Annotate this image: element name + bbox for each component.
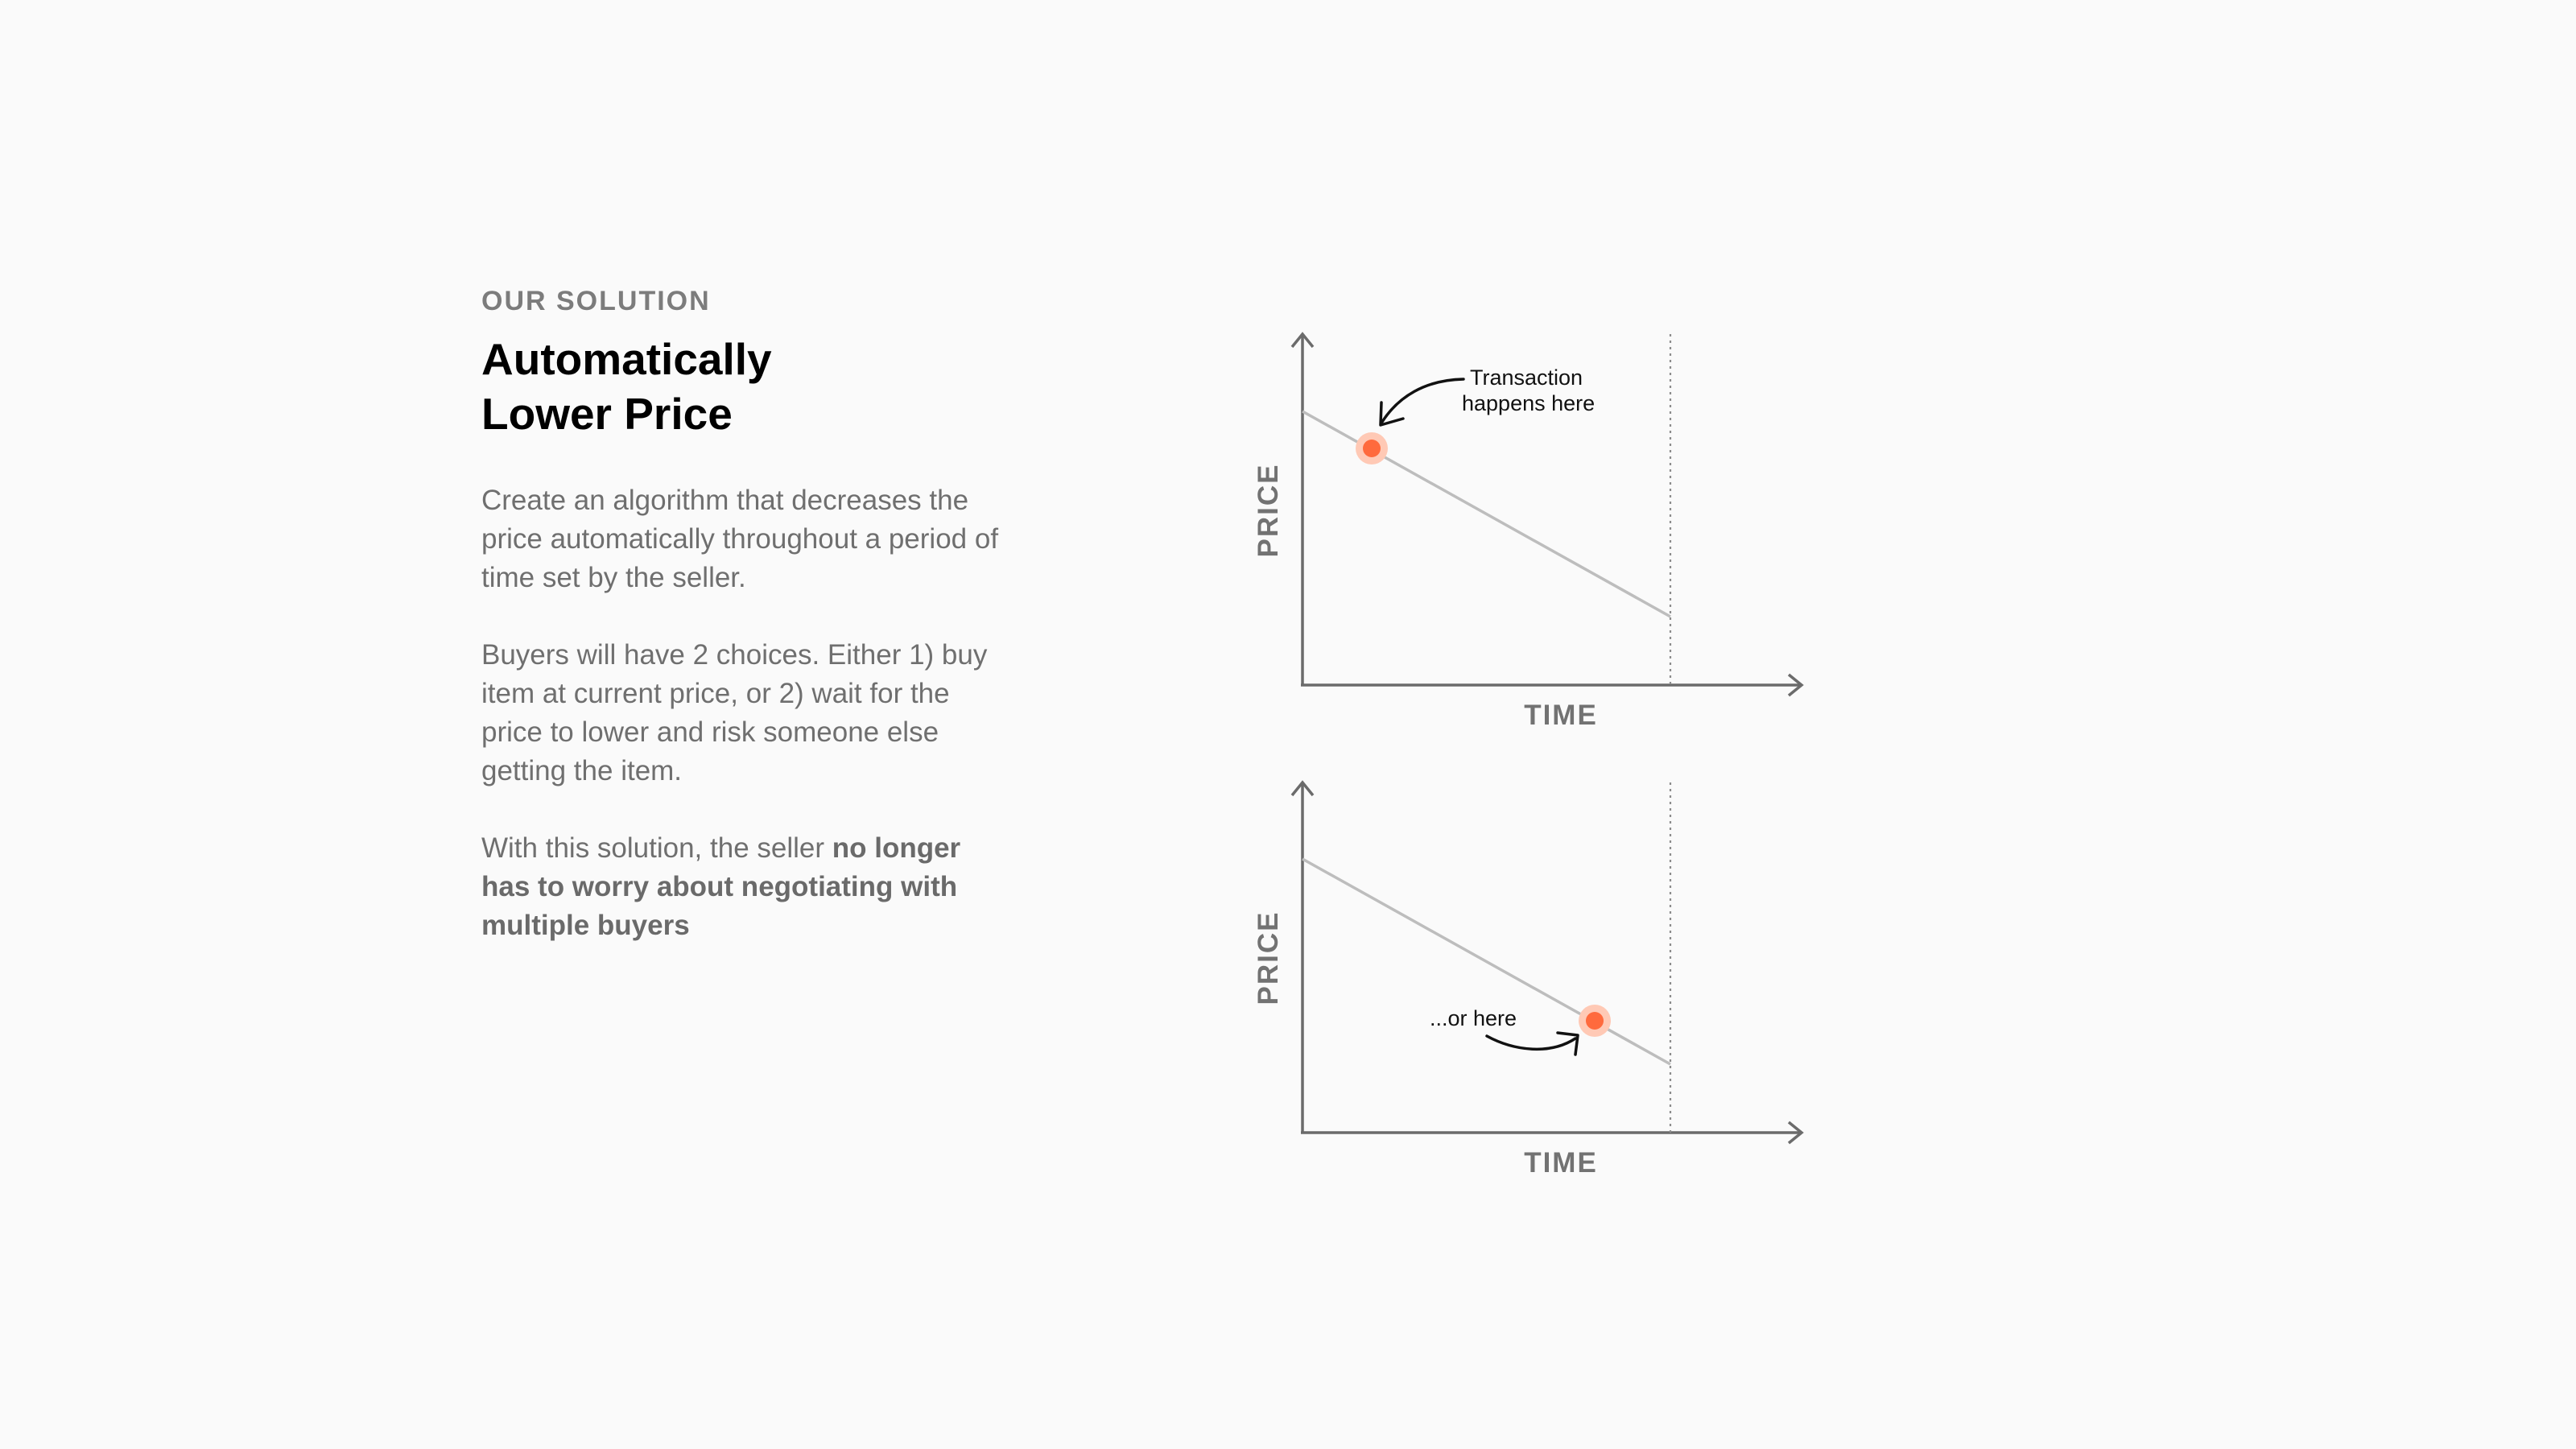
top-annotation-line-1: Transaction	[1470, 365, 1583, 390]
description-paragraph-3: With this solution, the seller no longer…	[481, 829, 1013, 945]
bottom-y-axis-label: PRICE	[1253, 911, 1284, 1005]
title-line-1: Automatically	[481, 334, 772, 384]
top-annotation-line-2: happens here	[1462, 391, 1595, 415]
top-x-axis-label: TIME	[1524, 700, 1598, 731]
paragraph-3-lead: With this solution, the seller	[481, 832, 832, 864]
bottom-price-trend-line	[1302, 857, 1671, 1066]
diagram-top: Transaction happens here TIME PRICE	[1253, 332, 1804, 731]
diagram-bottom: ...or here TIME PRICE	[1253, 780, 1804, 1179]
page-title: Automatically Lower Price	[481, 332, 1045, 441]
section-label: OUR SOLUTION	[481, 286, 711, 316]
bottom-transaction-marker	[1586, 1012, 1604, 1030]
title-line-2: Lower Price	[481, 389, 733, 439]
bottom-annotation-arrow	[1485, 1034, 1577, 1051]
top-y-axis-arrowhead	[1290, 332, 1315, 349]
description-paragraph-2: Buyers will have 2 choices. Either 1) bu…	[481, 639, 988, 786]
bottom-x-axis-label: TIME	[1524, 1147, 1598, 1179]
top-annotation-arrowhead	[1379, 401, 1405, 427]
top-y-axis-label: PRICE	[1253, 464, 1284, 558]
bottom-annotation-text: ...or here	[1430, 1006, 1517, 1030]
top-transaction-marker	[1363, 440, 1381, 457]
bottom-x-axis-arrowhead	[1787, 1121, 1804, 1145]
paragraph-3-emphasis: no longer has to worry about negotiating…	[481, 832, 961, 941]
bottom-annotation-arrowhead	[1556, 1031, 1579, 1056]
bottom-y-axis-arrowhead	[1290, 780, 1315, 797]
top-x-axis-arrowhead	[1787, 673, 1804, 697]
description-paragraph-1: Create an algorithm that decreases the p…	[481, 485, 999, 593]
solution-text-column: OUR SOLUTION Automatically Lower Price C…	[481, 282, 1045, 945]
top-annotation-arrow	[1381, 378, 1465, 423]
